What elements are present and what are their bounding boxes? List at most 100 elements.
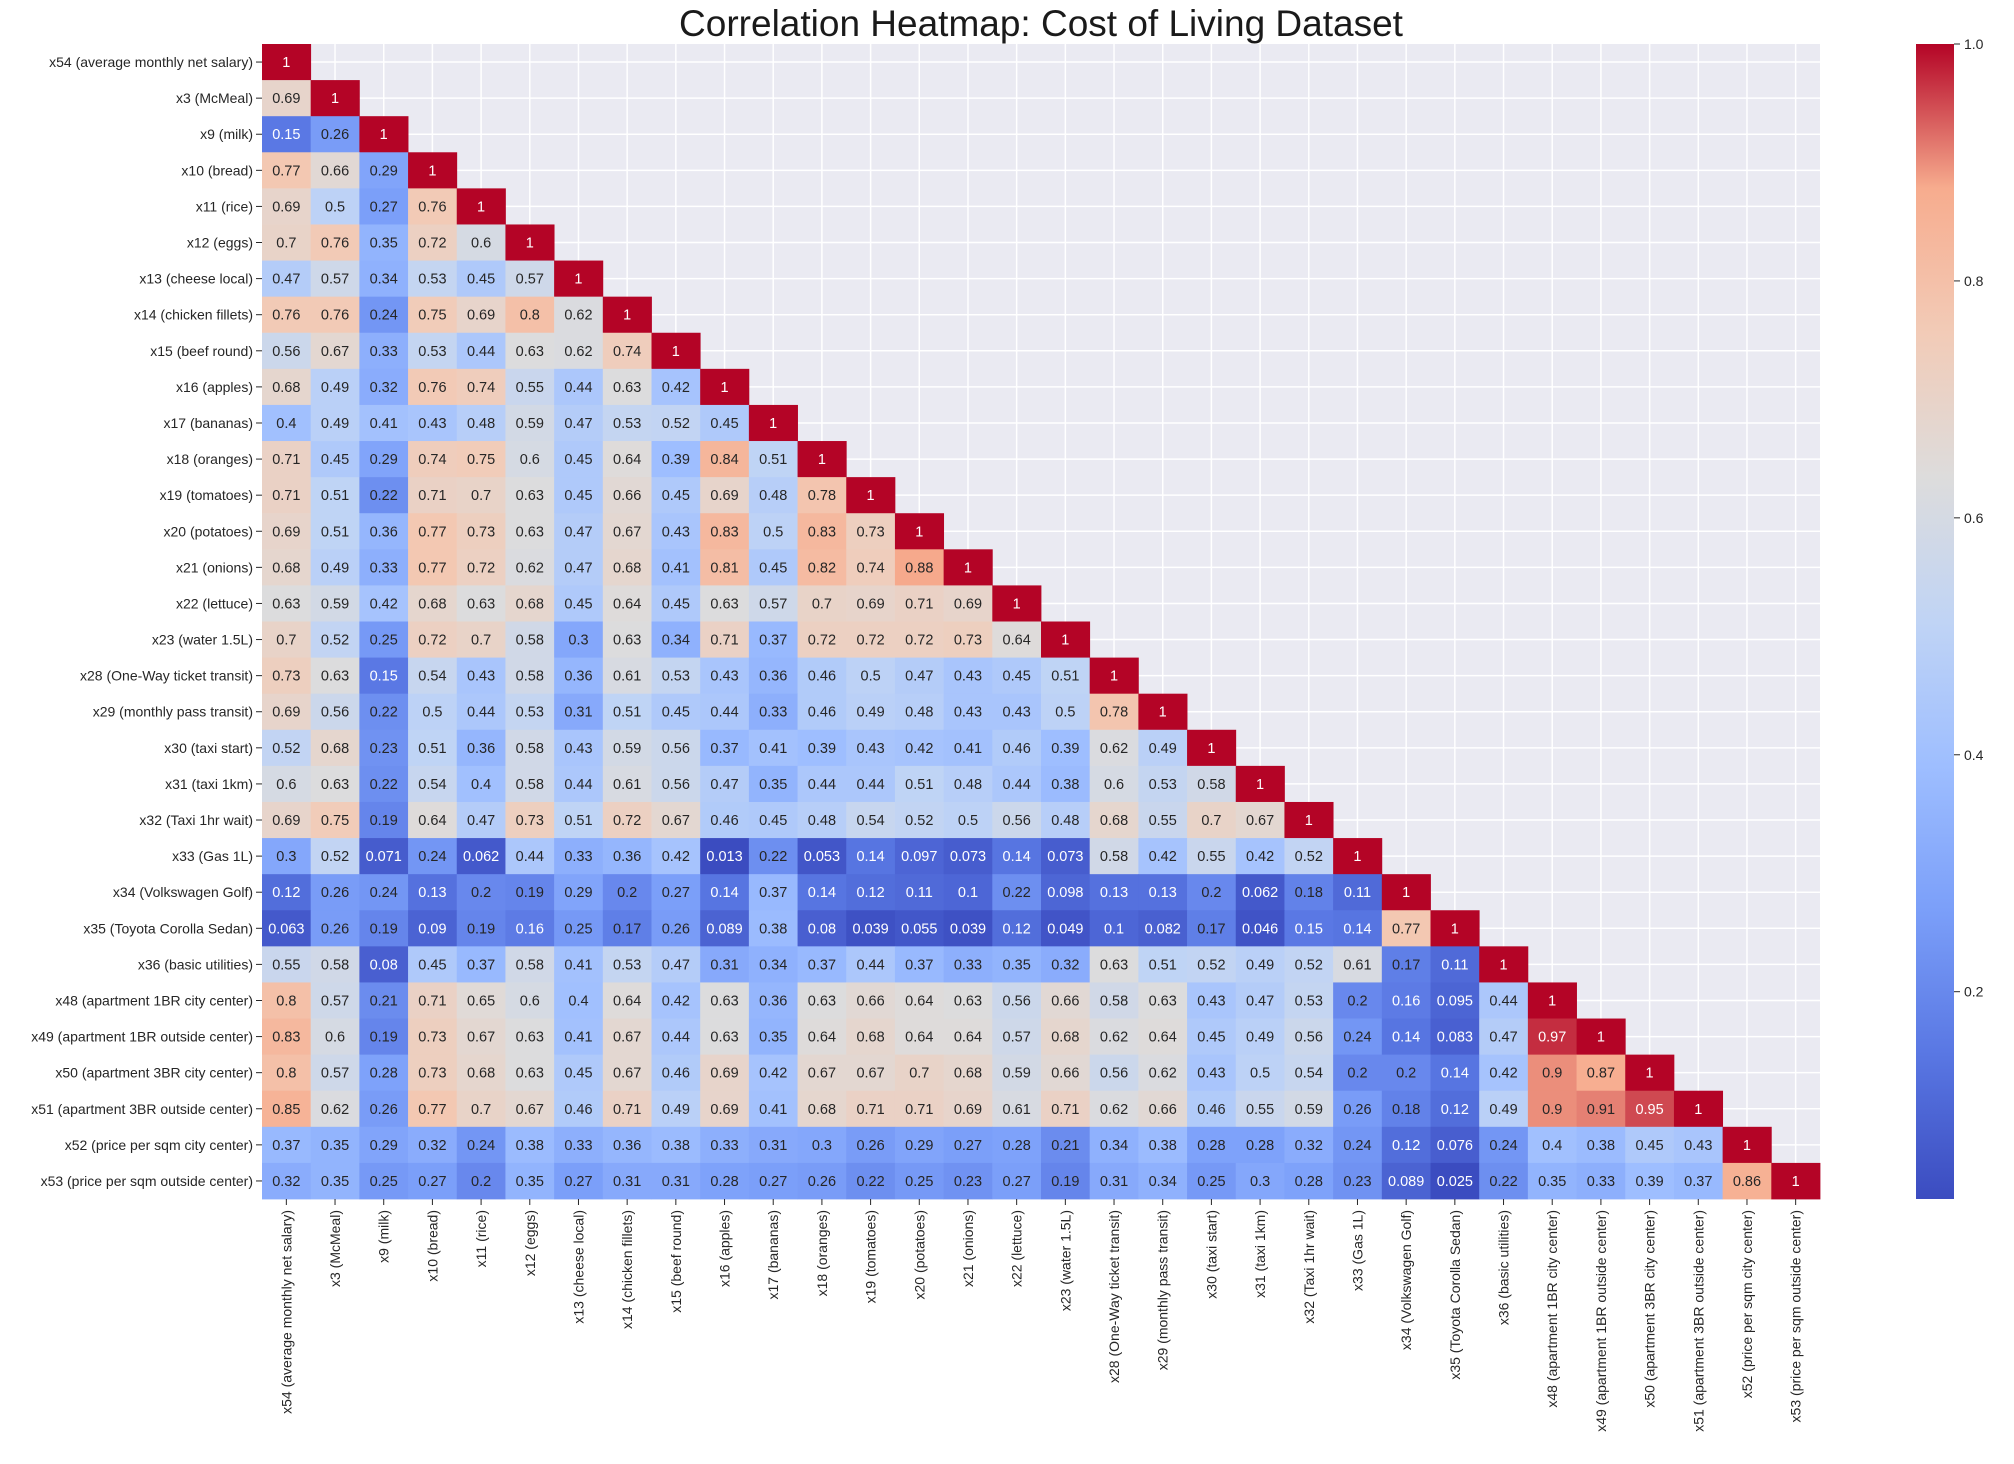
heatmap-cell — [408, 1090, 458, 1128]
cell-value-label: 0.72 — [613, 813, 641, 829]
cell-value-label: 0.8 — [276, 1066, 296, 1082]
cell-value-label: 0.27 — [1003, 1174, 1031, 1190]
cell-value-label: 0.27 — [662, 885, 690, 901]
heatmap-cell — [408, 982, 458, 1019]
cell-value-label: 0.63 — [613, 633, 641, 649]
cell-value-label: 0.3 — [1250, 1174, 1270, 1190]
heatmap-cell — [651, 1090, 701, 1128]
cell-value-label: 0.24 — [370, 308, 398, 324]
cell-value-label: 0.36 — [467, 741, 495, 757]
cell-value-label: 0.42 — [1489, 1066, 1517, 1082]
heatmap-cell — [408, 368, 458, 406]
cell-value-label: 0.19 — [516, 885, 544, 901]
heatmap-cell — [1041, 1126, 1091, 1164]
cell-value-label: 0.34 — [1100, 1138, 1128, 1154]
cell-value-label: 0.34 — [759, 957, 787, 973]
cell-value-label: 0.41 — [759, 741, 787, 757]
heatmap-cell — [1479, 1018, 1529, 1056]
heatmap-cell — [846, 513, 896, 550]
cell-value-label: 0.69 — [954, 596, 982, 612]
cell-value-label: 0.43 — [418, 416, 446, 432]
heatmap-cell — [554, 368, 604, 406]
x-tick-label: x11 (rice) — [473, 1210, 489, 1267]
heatmap-cell — [651, 874, 701, 911]
cell-value-label: 0.45 — [710, 416, 738, 432]
heatmap-cell — [262, 44, 312, 81]
cell-value-label: 0.71 — [272, 488, 300, 504]
heatmap-cell — [408, 946, 458, 983]
heatmap-cell — [1041, 1090, 1091, 1128]
heatmap-cell — [554, 1018, 604, 1056]
heatmap-cell — [992, 910, 1042, 947]
cell-value-label: 0.22 — [370, 777, 398, 793]
cell-value-label: 0.49 — [321, 380, 349, 396]
heatmap-cell — [992, 874, 1042, 911]
colorbar-ticks: 0.2 0.4 0.6 0.8 1.0 — [1954, 36, 1984, 1000]
cell-value-label: 0.32 — [272, 1174, 300, 1190]
heatmap-cell — [602, 332, 652, 370]
heatmap-cell — [359, 1090, 409, 1128]
cell-value-label: 0.58 — [516, 957, 544, 973]
heatmap-cell — [1235, 982, 1285, 1019]
cell-value-label: 0.049 — [1047, 921, 1083, 937]
cell-value-label: 1 — [1597, 1030, 1605, 1046]
heatmap-cell — [1235, 874, 1285, 911]
heatmap-cell — [1138, 729, 1188, 767]
cell-value-label: 0.14 — [710, 885, 738, 901]
cell-value-label: 0.59 — [613, 741, 641, 757]
cell-value-label: 0.055 — [901, 921, 937, 937]
heatmap-cell — [943, 1090, 993, 1128]
cell-value-label: 0.33 — [710, 1138, 738, 1154]
cell-value-label: 0.66 — [321, 163, 349, 179]
cell-value-label: 0.46 — [662, 1066, 690, 1082]
cell-value-label: 0.33 — [1587, 1174, 1615, 1190]
heatmap-cell — [1381, 1126, 1431, 1164]
cell-value-label: 0.42 — [905, 741, 933, 757]
cell-value-label: 0.35 — [370, 236, 398, 252]
heatmap-cell — [408, 874, 458, 911]
cell-value-label: 0.59 — [1295, 1102, 1323, 1118]
cell-value-label: 0.23 — [1343, 1174, 1371, 1190]
cell-value-label: 0.51 — [1051, 669, 1079, 685]
cell-value-label: 0.47 — [1246, 993, 1274, 1009]
cell-value-label: 0.5 — [422, 705, 442, 721]
heatmap-cell — [943, 874, 993, 911]
heatmap-cell — [1333, 910, 1383, 947]
cell-value-label: 0.57 — [321, 1066, 349, 1082]
x-tick-label: x23 (water 1.5L) — [1057, 1210, 1073, 1311]
cell-value-label: 0.38 — [1051, 777, 1079, 793]
heatmap-cell — [894, 585, 945, 622]
cell-value-label: 0.46 — [808, 669, 836, 685]
cell-value-label: 0.52 — [1295, 849, 1323, 865]
heatmap-cell — [748, 729, 798, 767]
heatmap-cell — [262, 332, 312, 370]
cell-value-label: 0.45 — [662, 705, 690, 721]
heatmap-cell — [651, 513, 701, 550]
cell-value-label: 0.77 — [1392, 921, 1420, 937]
cell-value-label: 0.083 — [1437, 1030, 1473, 1046]
heatmap-cell — [651, 332, 701, 370]
cell-value-label: 0.68 — [272, 380, 300, 396]
heatmap-cell — [1235, 801, 1285, 839]
cell-value-label: 0.86 — [1733, 1174, 1761, 1190]
heatmap-cell — [408, 585, 458, 622]
heatmap-cell — [651, 1018, 701, 1056]
cell-value-label: 0.77 — [418, 524, 446, 540]
cell-value-label: 0.18 — [1295, 885, 1323, 901]
y-tick-label: x54 (average monthly net salary) — [49, 54, 253, 70]
heatmap-cell — [1430, 1126, 1480, 1164]
cell-value-label: 0.22 — [370, 705, 398, 721]
y-tick-label: x14 (chicken fillets) — [134, 307, 253, 323]
heatmap-cell — [408, 838, 458, 875]
cell-value-label: 0.4 — [471, 777, 491, 793]
heatmap-cell — [310, 765, 360, 803]
heatmap-cell — [1479, 1126, 1529, 1164]
cell-value-label: 0.56 — [321, 705, 349, 721]
heatmap-cell — [408, 693, 458, 731]
heatmap-cell — [602, 368, 652, 406]
heatmap-cell — [1479, 1054, 1529, 1092]
cell-value-label: 0.63 — [710, 1030, 738, 1046]
cell-value-label: 0.24 — [1489, 1138, 1517, 1154]
heatmap-cell — [894, 1018, 945, 1056]
cell-value-label: 0.47 — [467, 813, 495, 829]
